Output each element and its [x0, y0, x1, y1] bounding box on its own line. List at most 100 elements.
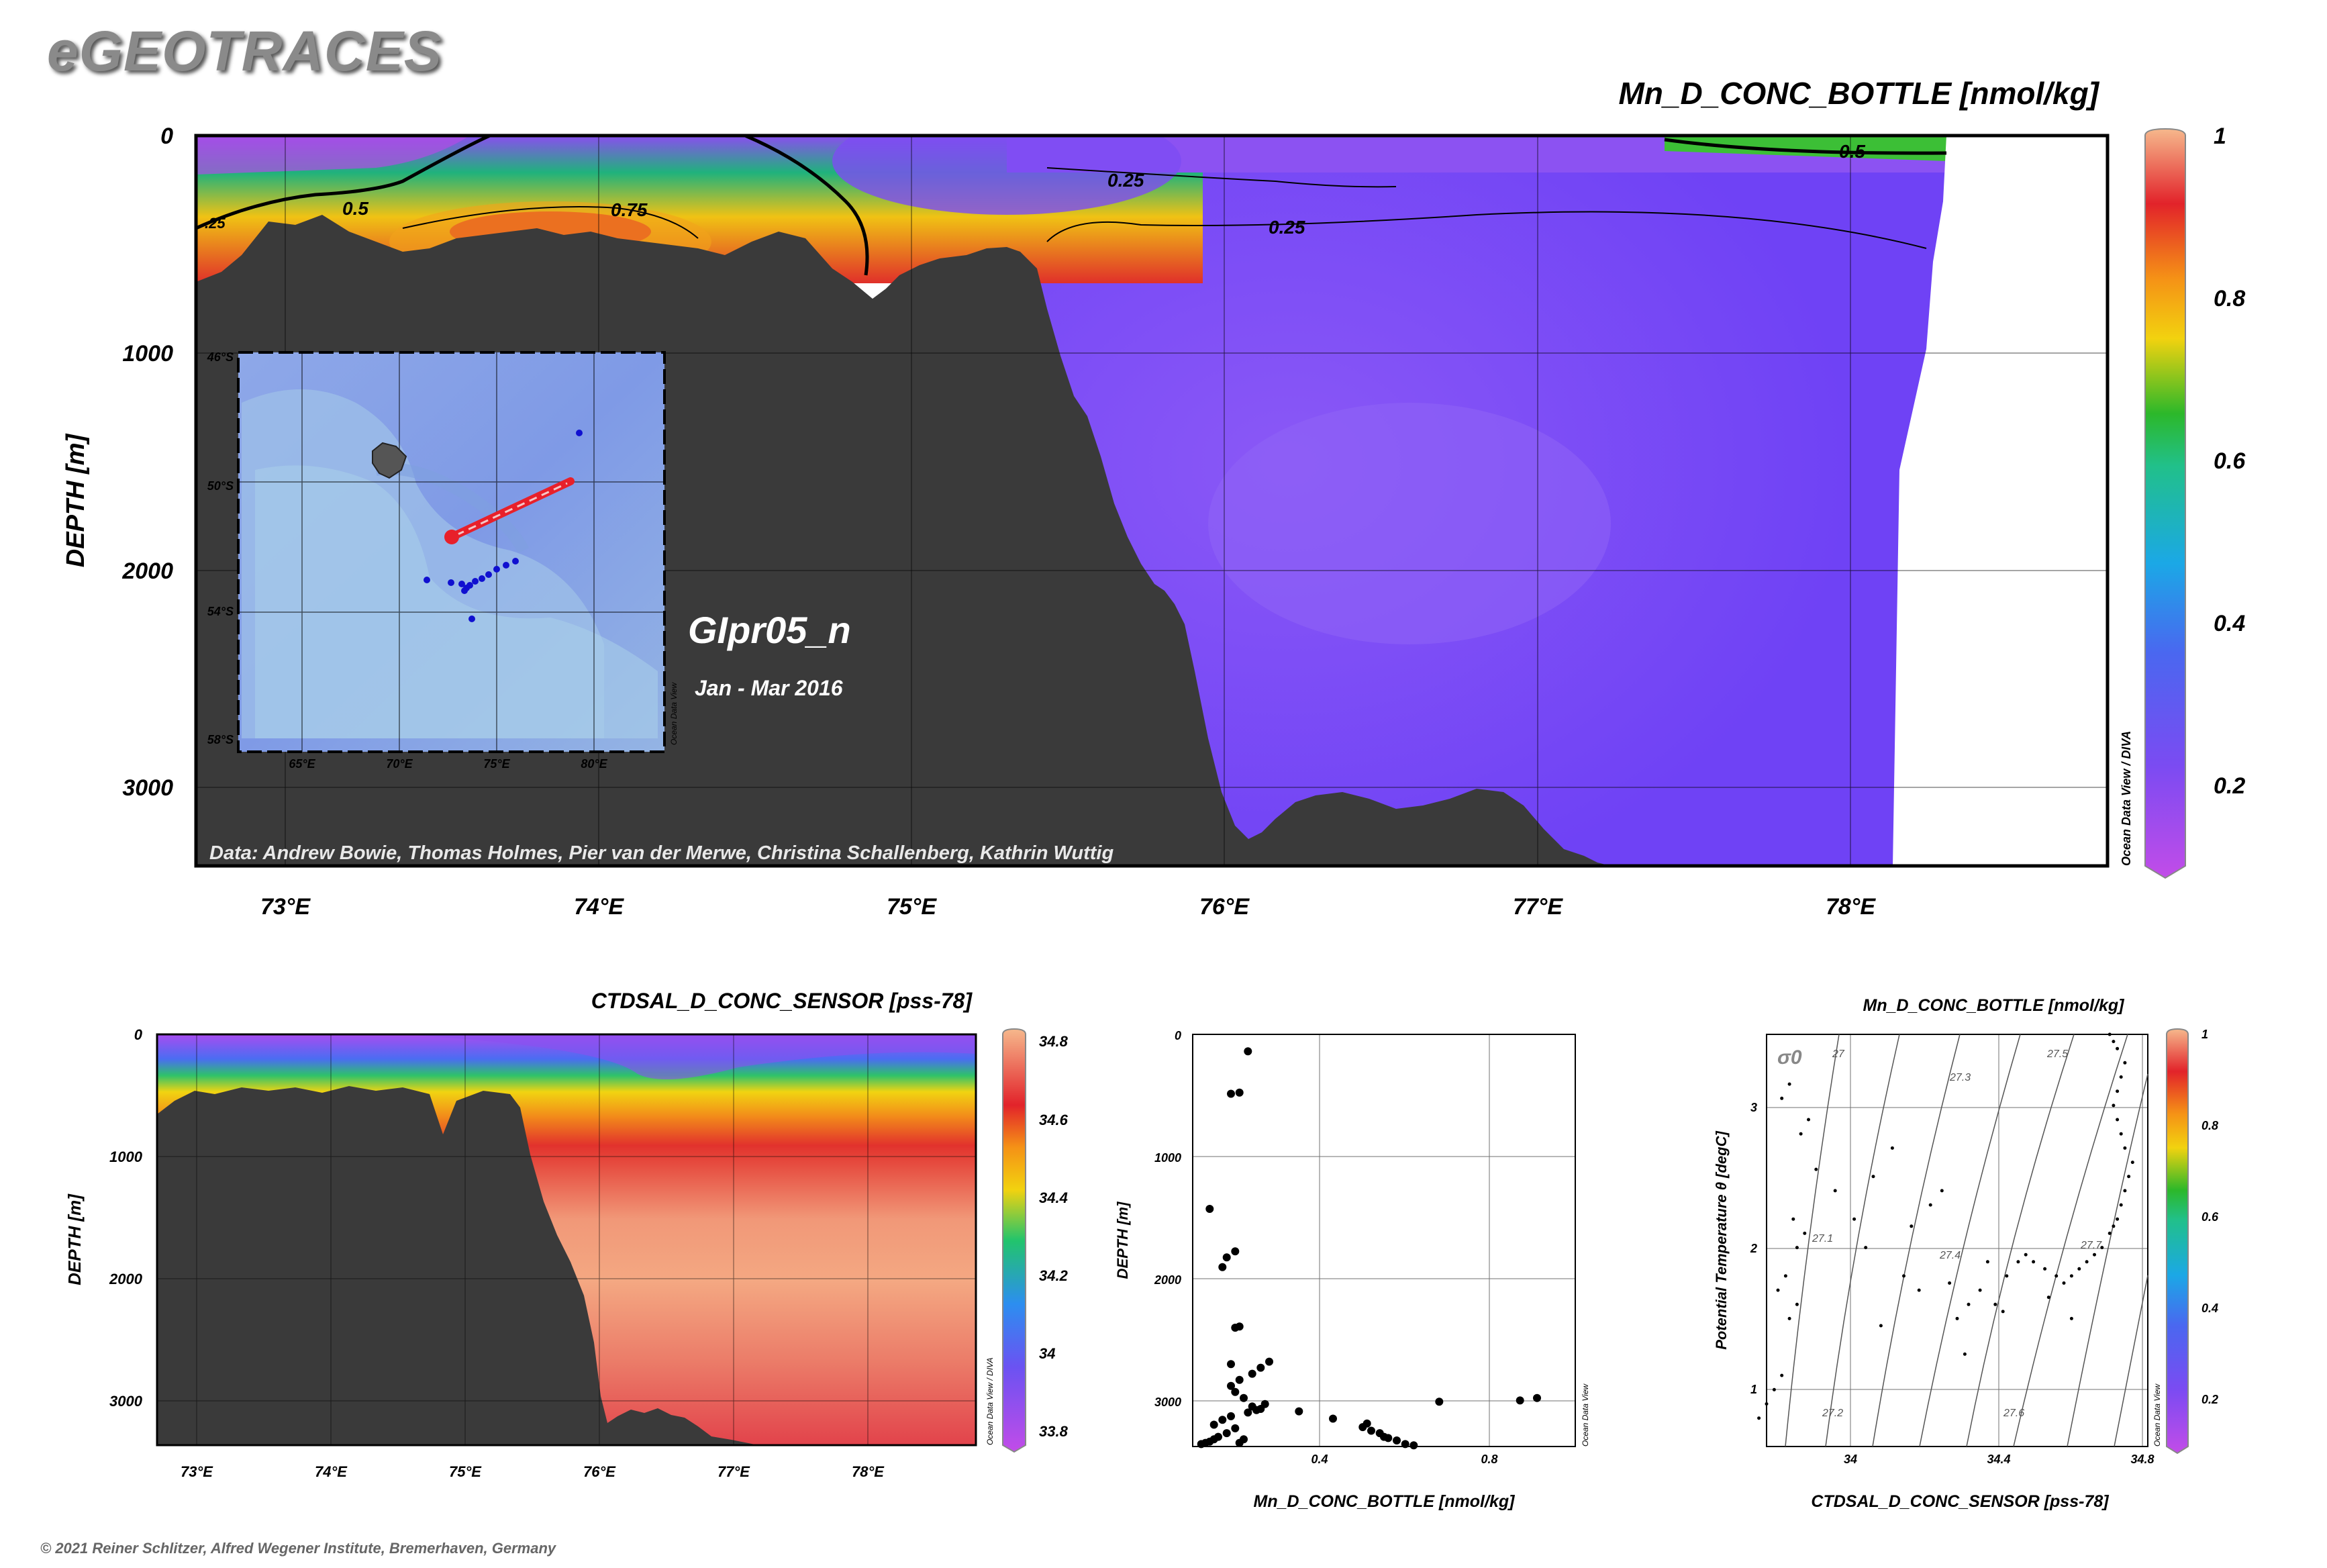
map-lat-label: 50°S [207, 479, 234, 493]
data-point [1231, 1424, 1240, 1432]
data-point [1409, 1441, 1418, 1450]
data-point [1890, 1146, 1894, 1150]
isopycnal-label: 27 [1832, 1048, 1845, 1060]
colorbar-tick: 34 [1039, 1345, 1055, 1362]
data-point [1209, 1420, 1218, 1429]
data-point [1260, 1400, 1269, 1408]
isopycnal-label: 27.4 [1939, 1250, 1961, 1261]
map-lat-label: 58°S [207, 733, 234, 746]
colorbar-tick: 33.8 [1039, 1423, 1069, 1440]
data-point [1852, 1217, 1856, 1221]
x-tick-label: 77°E [717, 1463, 750, 1480]
contour-label: 0.75 [611, 199, 648, 220]
colorbar-tick: 1 [2214, 124, 2226, 149]
x-tick-label: 34.4 [1987, 1453, 2010, 1466]
contour-label: 0.25 [1269, 217, 1305, 238]
x-tick-label: 76°E [583, 1463, 616, 1480]
data-point [2046, 1295, 2050, 1300]
main-section-title: Mn_D_CONC_BOTTLE [nmol/kg] [1618, 76, 2099, 111]
data-point [2043, 1267, 2047, 1271]
data-point [1967, 1302, 1971, 1306]
data-point [2001, 1310, 2005, 1314]
colorbar-tick: 0.4 [2214, 611, 2245, 636]
data-point [1393, 1436, 1401, 1444]
colorbar-tick: 0.6 [2201, 1210, 2219, 1224]
data-point [1218, 1416, 1227, 1424]
data-point [1985, 1260, 1989, 1264]
data-point [1384, 1434, 1393, 1442]
data-point [1244, 1408, 1252, 1417]
data-point [2077, 1267, 2081, 1271]
data-point [1780, 1096, 1784, 1100]
data-point [1940, 1189, 1944, 1193]
x-tick-label: 74°E [574, 894, 624, 920]
data-point [2005, 1274, 2009, 1278]
y-axis-label: DEPTH [m] [62, 433, 90, 567]
data-point [1240, 1393, 1248, 1402]
data-point [1227, 1412, 1235, 1420]
data-point [1218, 1263, 1227, 1271]
data-point [1231, 1247, 1240, 1256]
isopycnal-label: 27.7 [2080, 1240, 2102, 1251]
data-point [2112, 1224, 2116, 1228]
y-tick-label: 0 [1175, 1029, 1181, 1042]
data-point [2116, 1217, 2120, 1221]
data-point [2062, 1281, 2066, 1285]
data-point [1375, 1429, 1384, 1438]
data-point [1803, 1231, 1807, 1235]
data-point [2123, 1146, 2127, 1150]
data-point [1265, 1357, 1273, 1366]
colorbar-tick: 1 [2201, 1028, 2208, 1041]
profile-credit: Ocean Data View [1581, 1383, 1590, 1447]
y-tick-label: 2000 [109, 1271, 143, 1287]
x-tick-label: 0.8 [1481, 1453, 1497, 1466]
data-point [1917, 1288, 1921, 1292]
data-point [1799, 1132, 1803, 1136]
data-point [2032, 1260, 2036, 1264]
data-point [1879, 1324, 1883, 1328]
brand-logo: eGEOTRACES [47, 19, 442, 83]
isopycnal-label: 27.6 [2003, 1408, 2024, 1419]
y-tick-label: 0 [160, 124, 173, 149]
y-tick-label: 3000 [1154, 1395, 1181, 1409]
y-tick-label: 1 [1750, 1383, 1757, 1396]
cruise-period: Jan - Mar 2016 [695, 676, 843, 700]
y-tick-label: 1000 [1154, 1151, 1181, 1165]
data-point [2108, 1231, 2112, 1235]
data-point [2130, 1161, 2134, 1165]
x-tick-label: 74°E [315, 1463, 348, 1480]
colorbar-tick: 34.8 [1039, 1033, 1069, 1050]
data-point [1256, 1363, 1265, 1372]
data-point [2123, 1061, 2127, 1065]
data-point [1248, 1369, 1256, 1378]
x-tick-label: 73°E [181, 1463, 213, 1480]
data-point [1928, 1203, 1932, 1207]
y-axis-label: DEPTH [m] [1114, 1202, 1131, 1279]
data-point [1367, 1426, 1375, 1435]
data-point [2112, 1104, 2116, 1108]
data-point [1222, 1429, 1231, 1438]
cruise-label: GIpr05_n [688, 609, 851, 651]
x-tick-label: 75°E [449, 1463, 482, 1480]
colorbar-tick: 0.2 [2201, 1393, 2218, 1406]
data-point [2100, 1246, 2104, 1250]
x-tick-label: 78°E [1826, 894, 1876, 920]
data-point [1765, 1402, 1769, 1406]
salinity-title: CTDSAL_D_CONC_SENSOR [pss-78] [591, 989, 973, 1013]
data-point [2093, 1253, 2096, 1257]
colorbar-tick: 0.8 [2201, 1119, 2218, 1132]
data-point [1222, 1253, 1231, 1262]
y-tick-label: 1000 [109, 1148, 143, 1165]
data-point [1363, 1419, 1371, 1428]
main-colorbar: 1 0.8 0.6 0.4 0.2 Ocean Data View / DIVA [2120, 124, 2246, 879]
isopycnal-label: 27.5 [2046, 1048, 2068, 1060]
map-lon-label: 75°E [483, 757, 510, 771]
colorbar-tick: 34.2 [1039, 1267, 1069, 1284]
profile-plot: 0 1000 2000 3000 0.4 0.8 DEPTH [m] Mn_D_… [1114, 1029, 1590, 1511]
x-tick-label: 0.4 [1311, 1453, 1328, 1466]
colorbar-tick: 34.6 [1039, 1112, 1069, 1128]
data-point [1783, 1274, 1787, 1278]
y-tick-label: 1000 [122, 341, 173, 366]
data-point [1205, 1205, 1214, 1213]
